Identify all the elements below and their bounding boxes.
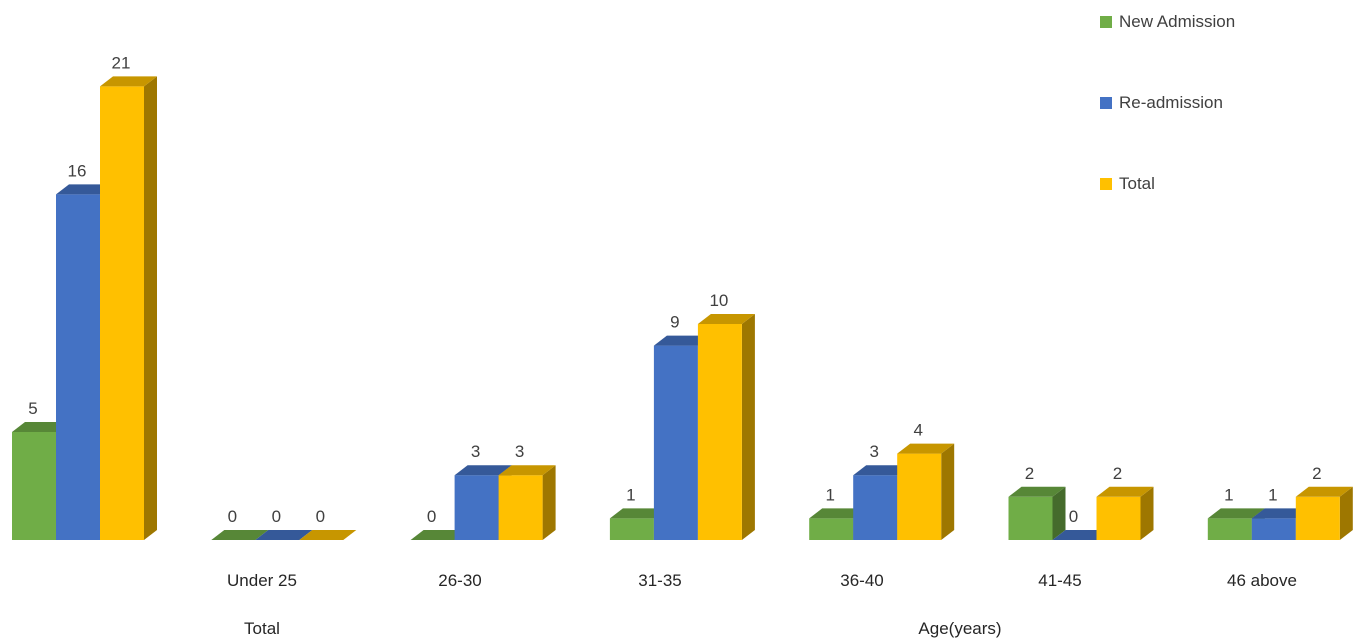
data-label-41-45-re-admission: 0 bbox=[1069, 507, 1078, 526]
x-axis: Under 25 26-30 31-35 36-40 41-45 46 above Tota… bbox=[227, 571, 1297, 638]
x-group-label-total: Total bbox=[244, 619, 280, 638]
bar-26-30-total bbox=[498, 465, 556, 540]
x-tick-label-under-25: Under 25 bbox=[227, 571, 297, 590]
data-label-total-re-admission: 16 bbox=[68, 161, 87, 180]
bar-under-25-re-admission bbox=[255, 530, 313, 540]
bar-under-25-new-admission bbox=[211, 530, 269, 540]
bar-41-45-total bbox=[1096, 486, 1154, 540]
bar-31-35-total bbox=[697, 314, 755, 540]
legend-item-total: Total bbox=[1100, 172, 1360, 196]
data-label-26-30-new-admission: 0 bbox=[427, 507, 436, 526]
bar-total-total bbox=[100, 76, 157, 541]
legend-label-total: Total bbox=[1119, 174, 1155, 193]
data-label-46-above-new-admission: 1 bbox=[1224, 485, 1233, 504]
data-label-total-new-admission: 5 bbox=[28, 399, 37, 418]
legend-item-new-admission: New Admission bbox=[1100, 10, 1360, 34]
data-label-46-above-total: 2 bbox=[1312, 464, 1321, 483]
legend-swatch-re-admission bbox=[1100, 97, 1112, 109]
data-label-26-30-total: 3 bbox=[515, 442, 524, 461]
bar-41-45-re-admission bbox=[1052, 530, 1110, 540]
x-tick-label-41-45: 41-45 bbox=[1038, 571, 1081, 590]
legend-swatch-total bbox=[1100, 178, 1112, 190]
data-label-26-30-re-admission: 3 bbox=[471, 442, 480, 461]
x-group-label-age-years: Age(years) bbox=[918, 619, 1001, 638]
legend-swatch-new-admission bbox=[1100, 16, 1112, 28]
bar-26-30-new-admission bbox=[410, 530, 468, 540]
legend-label-re-admission: Re-admission bbox=[1119, 93, 1223, 112]
data-label-under-25-new-admission: 0 bbox=[228, 507, 237, 526]
data-label-under-25-total: 0 bbox=[316, 507, 325, 526]
data-label-36-40-total: 4 bbox=[913, 421, 922, 440]
data-label-31-35-new-admission: 1 bbox=[626, 485, 635, 504]
data-label-36-40-re-admission: 3 bbox=[869, 442, 878, 461]
x-tick-label-36-40: 36-40 bbox=[840, 571, 883, 590]
legend: New Admission Re-admission Total bbox=[1100, 10, 1360, 253]
data-label-36-40-new-admission: 1 bbox=[825, 485, 834, 504]
x-tick-label-26-30: 26-30 bbox=[438, 571, 481, 590]
x-tick-label-31-35: 31-35 bbox=[638, 571, 681, 590]
bar-41-45-new-admission bbox=[1008, 486, 1066, 540]
bar-36-40-total bbox=[897, 443, 955, 540]
data-label-46-above-re-admission: 1 bbox=[1268, 485, 1277, 504]
bars-layer bbox=[12, 76, 1353, 541]
data-label-41-45-total: 2 bbox=[1113, 464, 1122, 483]
data-label-total-total: 21 bbox=[112, 53, 131, 72]
data-label-31-35-total: 10 bbox=[709, 291, 728, 310]
bar-under-25-total bbox=[299, 530, 357, 540]
data-label-under-25-re-admission: 0 bbox=[272, 507, 281, 526]
x-tick-label-46-above: 46 above bbox=[1227, 571, 1297, 590]
bar-46-above-total bbox=[1295, 486, 1353, 540]
legend-item-re-admission: Re-admission bbox=[1100, 91, 1360, 115]
data-label-31-35-re-admission: 9 bbox=[670, 313, 679, 332]
data-label-41-45-new-admission: 2 bbox=[1025, 464, 1034, 483]
legend-label-new-admission: New Admission bbox=[1119, 12, 1236, 31]
